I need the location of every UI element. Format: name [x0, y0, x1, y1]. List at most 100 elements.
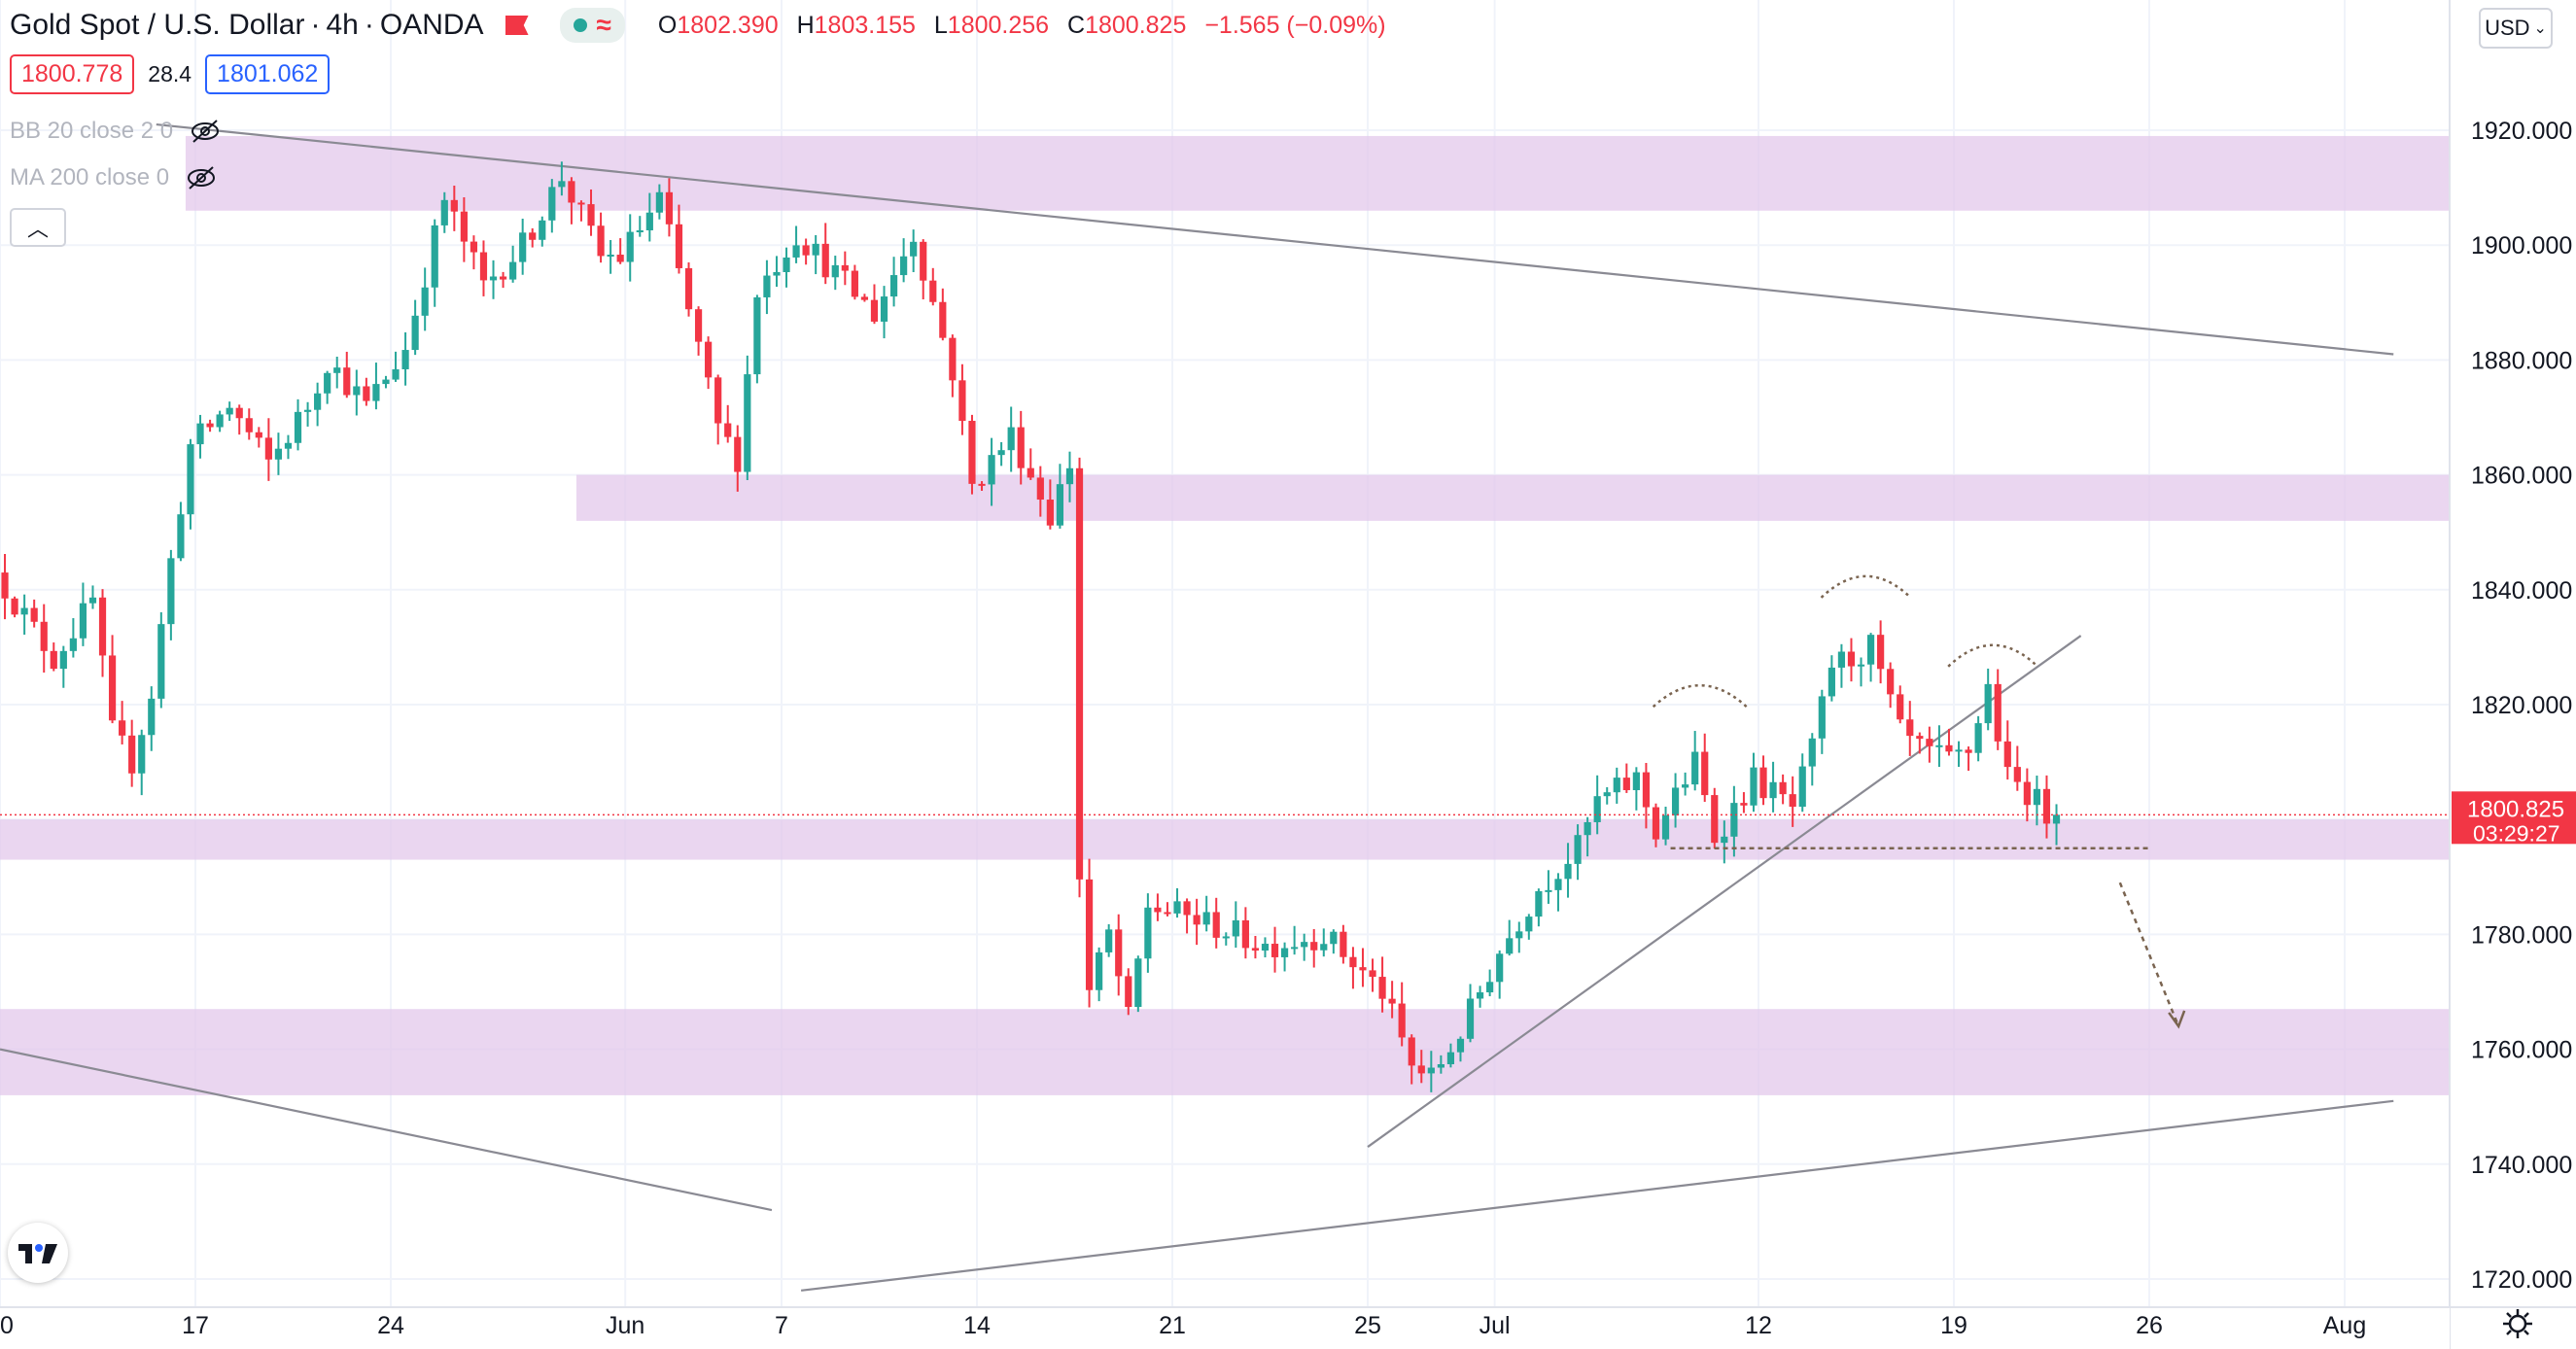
candle-body — [889, 275, 898, 297]
currency-selector[interactable]: USD ⌄ — [2479, 8, 2553, 49]
candle-body — [1056, 484, 1064, 526]
interval-label[interactable]: 4h — [326, 9, 359, 41]
indicator-bb[interactable]: BB 20 close 2 0 — [10, 115, 222, 148]
projection-arrow — [2118, 882, 2180, 1027]
candle-body — [148, 698, 156, 736]
candle-body — [1164, 912, 1171, 915]
candle-body — [2023, 781, 2031, 806]
candle-body — [675, 224, 683, 268]
shoulder-arc — [1652, 684, 1748, 709]
open-value: 1802.390 — [677, 11, 779, 39]
candle-body — [1769, 781, 1777, 799]
candle-body — [1261, 944, 1270, 951]
header-separator: · — [364, 9, 374, 41]
candle-body — [363, 386, 370, 401]
candle-body — [734, 436, 742, 472]
high-value: 1803.155 — [814, 11, 916, 39]
candle-body — [1456, 1038, 1465, 1053]
flag-icon[interactable] — [505, 16, 529, 35]
high-label: H — [796, 11, 815, 39]
chevron-up-icon: ︿ — [26, 217, 49, 241]
tradingview-logo-icon[interactable] — [8, 1223, 68, 1283]
time-tick-label: 24 — [377, 1312, 404, 1339]
wave-icon: ≈ — [596, 10, 611, 40]
price-tick-label: 1900.000 — [2471, 232, 2572, 259]
candle-body — [206, 423, 214, 428]
candle-body — [821, 243, 829, 278]
candle-body — [1486, 982, 1494, 993]
candle-body — [1955, 749, 1963, 752]
indicator-ma[interactable]: MA 200 close 0 — [10, 161, 218, 194]
price-axis-bg — [2450, 0, 2576, 1349]
buy-price-button[interactable]: 1801.062 — [205, 54, 331, 94]
candle-body — [1661, 814, 1670, 840]
candle-body — [1671, 787, 1680, 815]
market-status-pill[interactable]: ≈ — [559, 8, 625, 43]
time-tick-label: 21 — [1159, 1312, 1186, 1339]
candle-body — [1046, 500, 1054, 526]
price-axis[interactable]: 1920.000 1900.000 1880.000 1860.000 1840.000… — [2449, 0, 2576, 1349]
candle-body — [1085, 879, 1094, 990]
candle-body — [577, 202, 585, 205]
candle-body — [1291, 947, 1299, 950]
candle-body — [880, 296, 888, 322]
candle-body — [763, 275, 771, 297]
candle-body — [431, 225, 438, 288]
time-tick-label: Jul — [1479, 1312, 1511, 1339]
candle-body — [597, 225, 605, 257]
candle-body — [1506, 938, 1514, 954]
candle-body — [1916, 736, 1924, 740]
symbol-title[interactable]: Gold Spot / U.S. Dollar — [10, 9, 305, 41]
candle-body — [1866, 635, 1875, 665]
candle-body — [773, 272, 781, 276]
candle-body — [1340, 931, 1347, 957]
time-tick-label: 17 — [182, 1312, 209, 1339]
candle-body — [607, 255, 614, 258]
gear-icon[interactable] — [2500, 1306, 2535, 1341]
candle-body — [1496, 953, 1504, 983]
candle-body — [802, 245, 810, 256]
eye-off-icon[interactable] — [185, 161, 218, 194]
time-tick-label: 12 — [1745, 1312, 1772, 1339]
candle-body — [1808, 738, 1816, 767]
candle-body — [284, 442, 293, 449]
candle-body — [1691, 751, 1699, 785]
candle-body — [353, 386, 361, 396]
candle-body — [910, 241, 918, 257]
sell-price-button[interactable]: 1800.778 — [10, 54, 135, 94]
candle-body — [1378, 977, 1386, 999]
candle-body — [1789, 794, 1796, 808]
price-tick-label: 1920.000 — [2471, 118, 2572, 145]
candle-body — [558, 181, 566, 188]
candle-body — [841, 264, 849, 271]
time-axis[interactable]: 10 17 24 Jun 7 14 21 25 Jul 12 19 26 Aug — [0, 1306, 2576, 1349]
indicator-label: MA 200 close 0 — [10, 164, 170, 190]
candle-body — [382, 379, 390, 385]
candle-body — [245, 418, 253, 432]
candle-body — [519, 232, 527, 262]
candle-body — [1271, 944, 1279, 957]
projection-arrowhead — [2168, 1010, 2186, 1029]
candle-body — [1682, 784, 1689, 788]
candle-body — [235, 407, 243, 419]
candle-body — [539, 220, 546, 240]
candle-body — [1241, 919, 1249, 949]
candle-body — [1280, 948, 1289, 957]
candle-body — [900, 256, 908, 276]
candle-body — [1115, 929, 1123, 977]
candle-body — [616, 255, 624, 262]
candle-body — [1965, 749, 1972, 753]
eye-off-icon[interactable] — [189, 115, 222, 148]
candle-body — [1584, 821, 1591, 836]
collapse-indicators-button[interactable]: ︿ — [10, 208, 66, 247]
close-label: C — [1067, 11, 1086, 39]
change-value: −1.565 (−0.09%) — [1204, 11, 1386, 39]
candle-body — [1897, 694, 1904, 720]
candle-body — [138, 735, 146, 774]
candle-body — [1887, 669, 1895, 695]
candle-body — [1476, 992, 1484, 999]
candle-body — [1603, 792, 1611, 797]
price-tick-label: 1840.000 — [2471, 577, 2572, 605]
candle-body — [392, 368, 400, 380]
